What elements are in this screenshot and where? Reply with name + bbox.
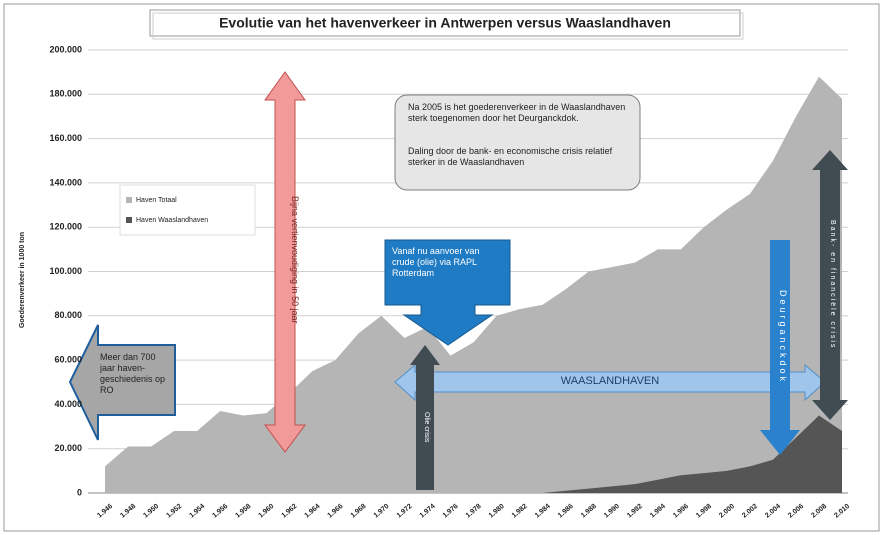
y-axis-title: Goederenverkeer in 1000 ton — [19, 232, 26, 328]
chart-title: Evolutie van het havenverkeer in Antwerp… — [219, 15, 671, 31]
legend-swatch — [126, 217, 132, 223]
red-arrow — [264, 71, 306, 453]
y-tick-label: 120.000 — [49, 222, 82, 232]
title-box — [149, 9, 741, 37]
annotation: Daling door de bank- en economische cris… — [408, 146, 613, 167]
legend-swatch — [126, 197, 132, 203]
y-tick-label: 100.000 — [49, 266, 82, 276]
note-box — [394, 94, 641, 191]
annotation: Na 2005 is het goederenverkeer in de Waa… — [408, 102, 626, 123]
area — [105, 415, 842, 493]
oil-arrow — [410, 345, 440, 490]
annotation: Bank- en financiële crisis — [829, 220, 836, 350]
y-tick-label: 140.000 — [49, 177, 82, 187]
y-tick-label: 80.000 — [54, 310, 82, 320]
crisis-arrow — [812, 150, 848, 420]
history-arrow — [68, 324, 176, 441]
blue-callout — [384, 239, 511, 346]
y-tick-label: 160.000 — [49, 133, 82, 143]
title-shadow — [152, 12, 744, 40]
annotation: Bijna vertienvoudiging in 50 jaar — [290, 196, 300, 324]
y-tick-label: 180.000 — [49, 89, 82, 99]
legend-label: Haven Waaslandhaven — [136, 217, 208, 224]
annotation: Meer dan 700 jaar haven-geschiedenis op … — [100, 352, 166, 395]
dok-arrow — [760, 240, 800, 455]
y-tick-label: 60.000 — [54, 354, 82, 364]
annotation: WAASLANDHAVEN — [560, 375, 660, 387]
legend — [119, 184, 256, 236]
annotation: Vanaf nu aanvoer van crude (olie) via RA… — [392, 246, 480, 278]
legend-label: Haven Totaal — [136, 197, 177, 204]
y-tick-label: 40.000 — [54, 399, 82, 409]
y-tick-label: 0 — [77, 487, 82, 497]
y-tick-label: 20.000 — [54, 443, 82, 453]
annotation: Deurganckdok — [778, 290, 788, 385]
annotation: Olie crisis — [423, 412, 430, 443]
y-tick-label: 200.000 — [49, 44, 82, 54]
